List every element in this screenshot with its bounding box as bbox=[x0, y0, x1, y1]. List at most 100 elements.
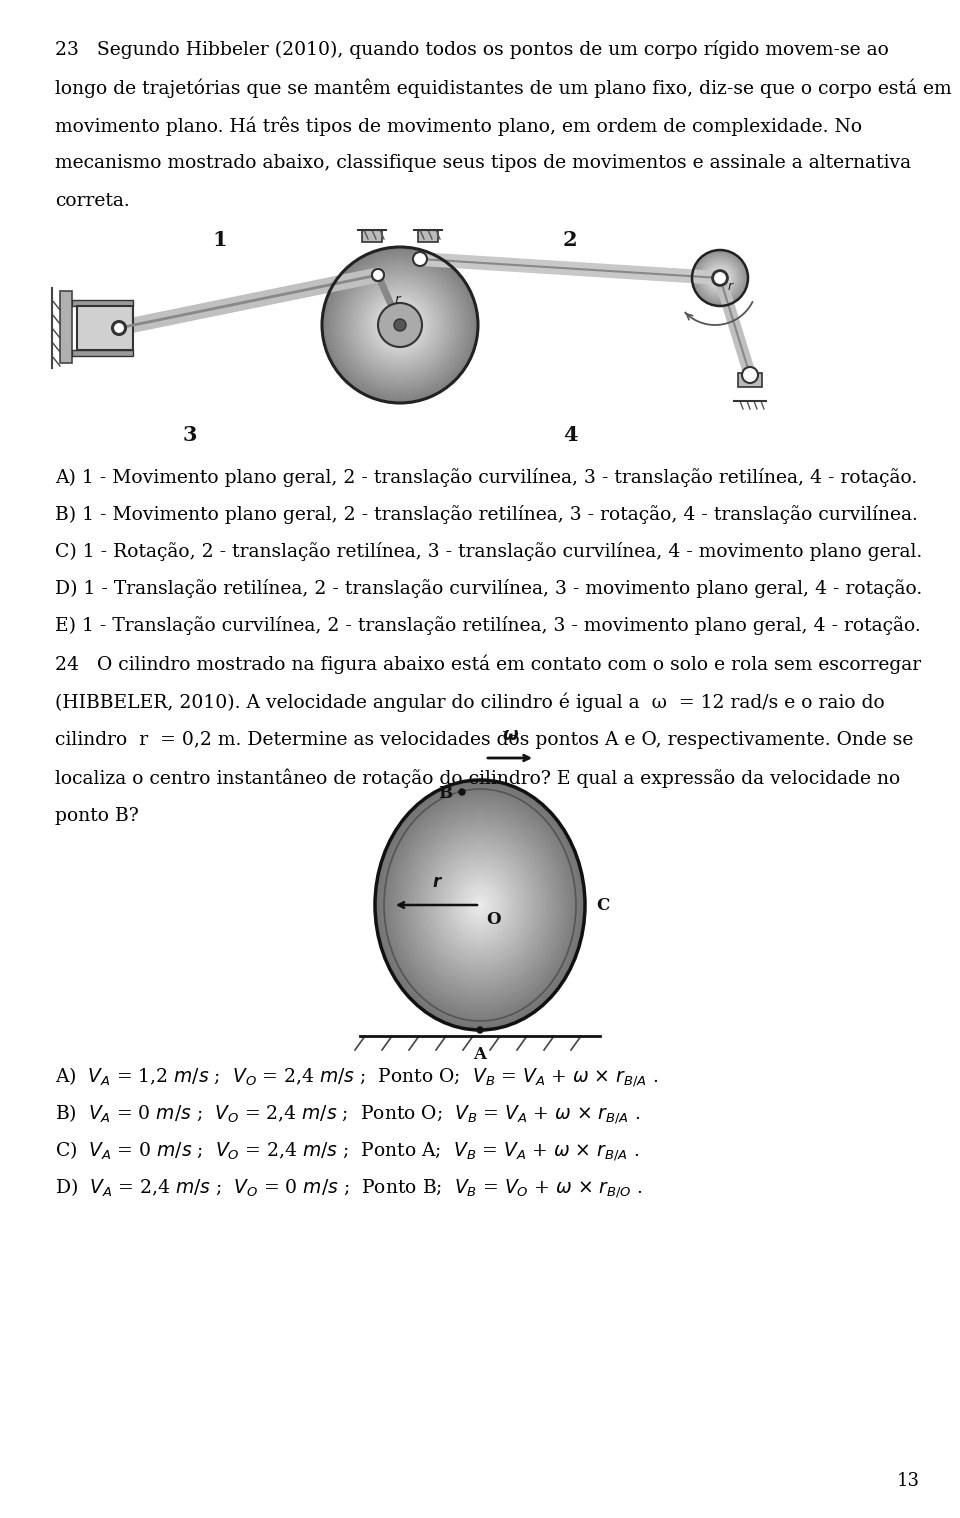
Ellipse shape bbox=[379, 785, 581, 1025]
Bar bbox=[362, 231, 382, 241]
Circle shape bbox=[331, 257, 468, 393]
Circle shape bbox=[708, 266, 732, 290]
Text: ponto B?: ponto B? bbox=[55, 808, 139, 824]
Bar bbox=[77, 307, 133, 351]
Text: 1: 1 bbox=[213, 231, 228, 250]
Ellipse shape bbox=[413, 824, 547, 985]
Circle shape bbox=[713, 272, 727, 284]
Circle shape bbox=[693, 252, 747, 305]
Text: C: C bbox=[596, 897, 610, 914]
Ellipse shape bbox=[451, 871, 509, 940]
Ellipse shape bbox=[405, 815, 555, 994]
Circle shape bbox=[712, 270, 728, 285]
Ellipse shape bbox=[464, 885, 496, 924]
Circle shape bbox=[715, 273, 725, 282]
Circle shape bbox=[695, 254, 745, 302]
Ellipse shape bbox=[386, 792, 574, 1017]
Ellipse shape bbox=[432, 849, 528, 962]
Ellipse shape bbox=[416, 829, 544, 982]
Ellipse shape bbox=[430, 846, 530, 964]
Ellipse shape bbox=[445, 864, 515, 946]
Circle shape bbox=[343, 267, 458, 383]
Circle shape bbox=[717, 275, 723, 281]
Ellipse shape bbox=[420, 833, 540, 976]
Circle shape bbox=[346, 270, 455, 380]
Text: r: r bbox=[728, 279, 732, 293]
Circle shape bbox=[711, 269, 729, 287]
Ellipse shape bbox=[437, 853, 523, 956]
Ellipse shape bbox=[424, 839, 536, 972]
Circle shape bbox=[363, 287, 438, 363]
Ellipse shape bbox=[462, 883, 498, 926]
Circle shape bbox=[326, 252, 473, 398]
Circle shape bbox=[325, 250, 475, 399]
Circle shape bbox=[393, 317, 408, 332]
Text: 2: 2 bbox=[563, 231, 577, 250]
Circle shape bbox=[477, 1028, 483, 1034]
Circle shape bbox=[364, 288, 436, 361]
Circle shape bbox=[361, 285, 439, 364]
Ellipse shape bbox=[444, 862, 516, 947]
Ellipse shape bbox=[477, 902, 483, 909]
Circle shape bbox=[704, 263, 736, 294]
Circle shape bbox=[703, 261, 737, 294]
Ellipse shape bbox=[467, 890, 493, 921]
Circle shape bbox=[718, 276, 722, 281]
Circle shape bbox=[714, 272, 726, 284]
Ellipse shape bbox=[474, 897, 486, 912]
Text: 23   Segundo Hibbeler (2010), quando todos os pontos de um corpo rígido movem-se: 23 Segundo Hibbeler (2010), quando todos… bbox=[55, 39, 889, 59]
Circle shape bbox=[372, 269, 384, 281]
Text: D)  $V_A$ = 2,4 $m/s$ ;  $V_O$ = 0 $m/s$ ;  Ponto B;  $V_B$ = $V_O$ + $\omega$ $: D) $V_A$ = 2,4 $m/s$ ; $V_O$ = 0 $m/s$ ;… bbox=[55, 1176, 643, 1199]
Circle shape bbox=[713, 272, 727, 285]
Ellipse shape bbox=[381, 788, 579, 1023]
Circle shape bbox=[396, 320, 405, 329]
Circle shape bbox=[375, 301, 425, 351]
Circle shape bbox=[350, 275, 450, 375]
Bar bbox=[418, 231, 438, 241]
Circle shape bbox=[333, 258, 468, 392]
Text: cilindro  r  = 0,2 m. Determine as velocidades dos pontos A e O, respectivamente: cilindro r = 0,2 m. Determine as velocid… bbox=[55, 732, 913, 748]
Text: ω: ω bbox=[502, 726, 517, 744]
Circle shape bbox=[368, 293, 433, 358]
Text: longo de trajetórias que se mantêm equidistantes de um plano fixo, diz-se que o : longo de trajetórias que se mantêm equid… bbox=[55, 77, 951, 97]
Text: correta.: correta. bbox=[55, 191, 130, 209]
Text: B: B bbox=[438, 785, 452, 803]
Ellipse shape bbox=[419, 832, 541, 978]
Text: 13: 13 bbox=[897, 1472, 920, 1491]
Ellipse shape bbox=[384, 791, 576, 1019]
Text: A: A bbox=[473, 1046, 487, 1063]
Ellipse shape bbox=[448, 867, 512, 943]
Circle shape bbox=[696, 254, 744, 302]
Text: O: O bbox=[486, 911, 500, 927]
Ellipse shape bbox=[469, 893, 491, 917]
Circle shape bbox=[701, 258, 739, 298]
Circle shape bbox=[348, 273, 451, 376]
Circle shape bbox=[334, 260, 466, 390]
Ellipse shape bbox=[468, 891, 492, 920]
Circle shape bbox=[376, 302, 423, 349]
Circle shape bbox=[701, 260, 739, 298]
Ellipse shape bbox=[410, 821, 550, 988]
Ellipse shape bbox=[458, 879, 502, 932]
Bar bbox=[60, 291, 72, 363]
Circle shape bbox=[692, 250, 748, 307]
Ellipse shape bbox=[408, 820, 552, 991]
Circle shape bbox=[366, 290, 434, 360]
Ellipse shape bbox=[443, 861, 517, 950]
Circle shape bbox=[708, 266, 732, 290]
Ellipse shape bbox=[454, 874, 506, 935]
Circle shape bbox=[694, 252, 746, 304]
Circle shape bbox=[351, 276, 448, 373]
Circle shape bbox=[398, 323, 401, 326]
Circle shape bbox=[716, 275, 724, 281]
Ellipse shape bbox=[375, 780, 585, 1031]
Ellipse shape bbox=[389, 795, 571, 1014]
Circle shape bbox=[413, 252, 427, 266]
Ellipse shape bbox=[459, 880, 501, 931]
Text: 3: 3 bbox=[182, 425, 197, 445]
Circle shape bbox=[378, 304, 422, 348]
Circle shape bbox=[700, 258, 740, 299]
Circle shape bbox=[695, 254, 745, 304]
Circle shape bbox=[459, 789, 465, 795]
Ellipse shape bbox=[392, 800, 568, 1011]
